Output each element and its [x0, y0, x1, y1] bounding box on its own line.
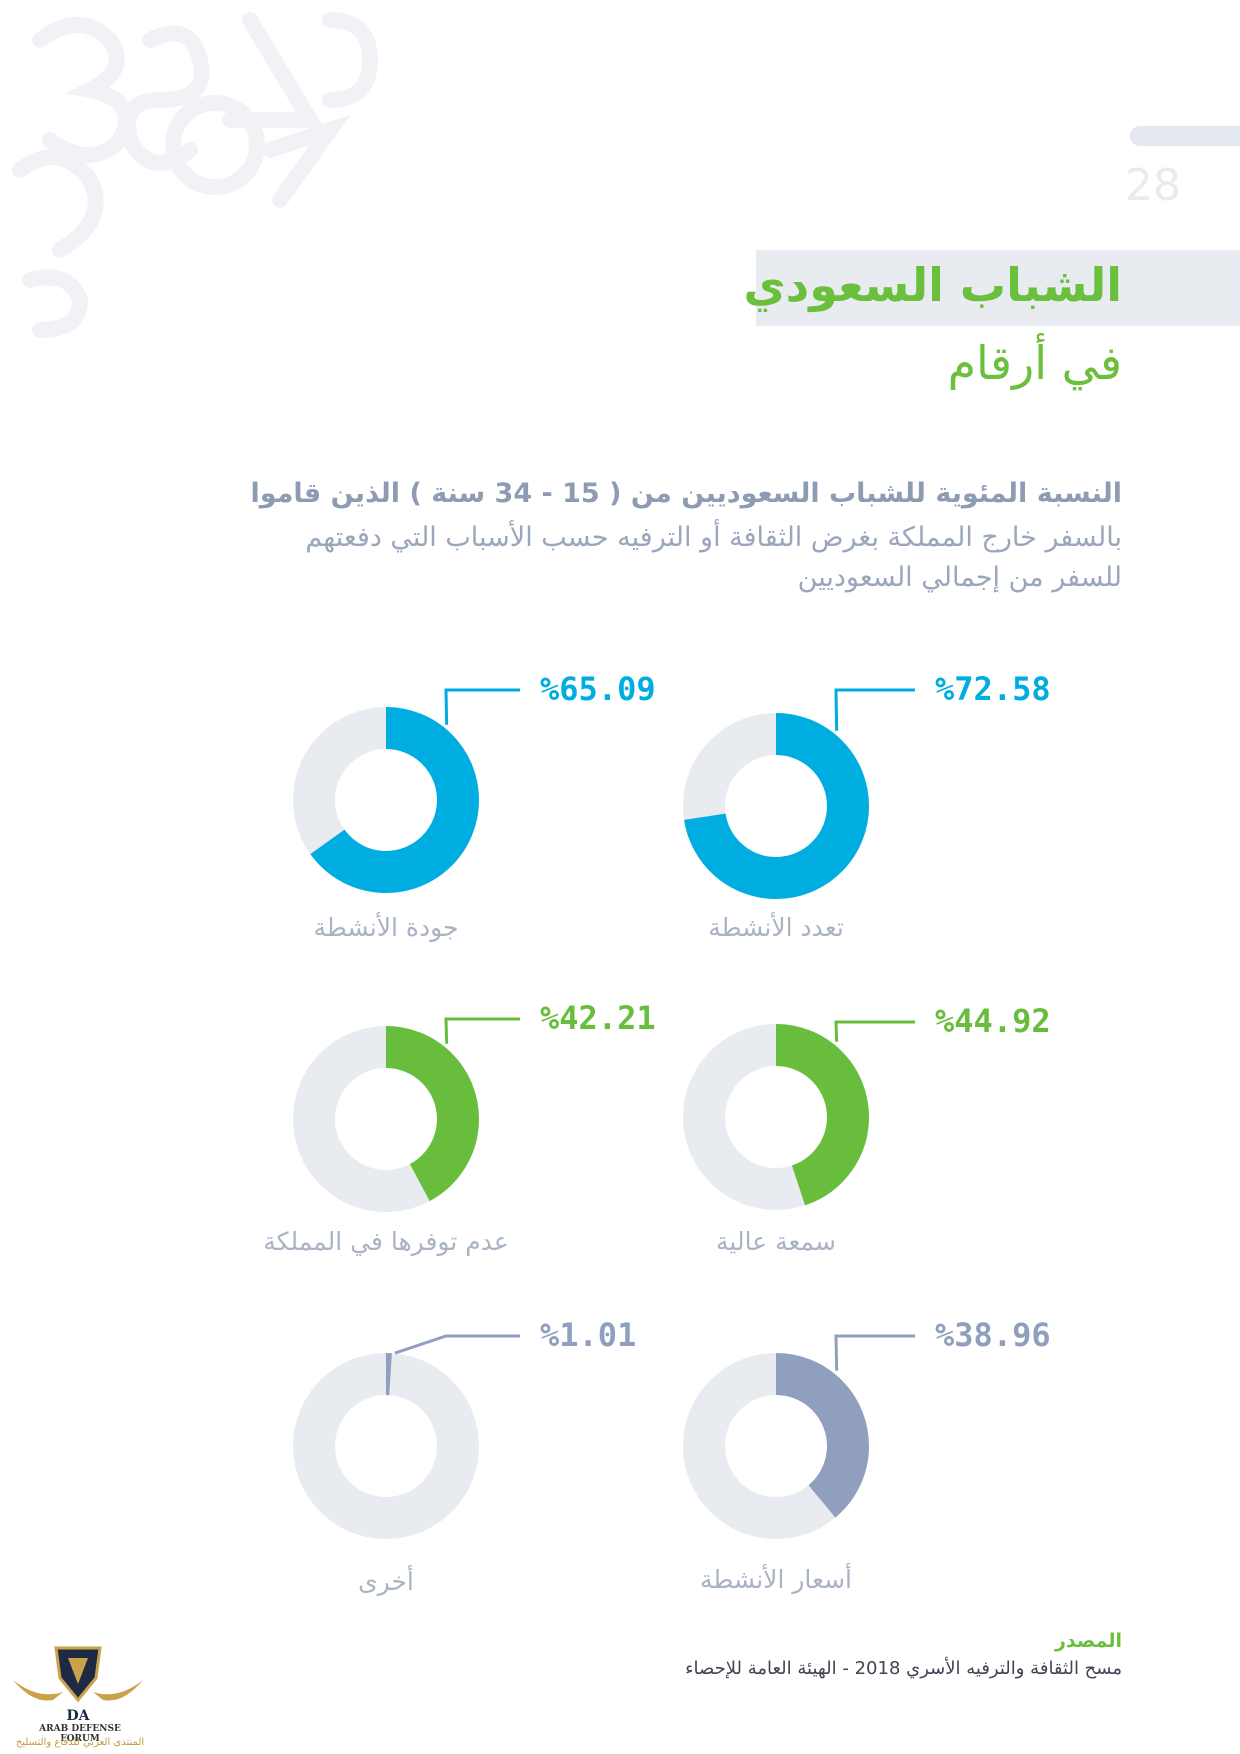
donut-slice: [293, 707, 479, 893]
page-number-bar: [1130, 126, 1240, 146]
chart-value-label: %72.58: [935, 670, 1051, 708]
value-leader-line: [444, 1017, 520, 1044]
donut-slice: [293, 1353, 479, 1539]
chart-category-label: عدم توفرها في المملكة: [263, 1227, 509, 1256]
donut-chart: %65.09 جودة الأنشطة: [293, 670, 656, 942]
description-line: بالسفر خارج المملكة بغرض الثقافة أو التر…: [305, 522, 1122, 553]
value-leader-line: [834, 1334, 915, 1371]
chart-category-label: أخرى: [358, 1564, 414, 1596]
value-leader-line: [834, 1020, 915, 1042]
source-label: المصدر: [1054, 1630, 1122, 1652]
donut-track: [293, 1353, 479, 1539]
donut-chart: %38.96 أسعار الأنشطة: [683, 1316, 1051, 1594]
chart-category-label: سمعة عالية: [716, 1227, 836, 1256]
arab-defense-forum-logo: DA: [13, 1646, 143, 1724]
page-subtitle: في أرقام: [947, 336, 1122, 390]
logo-monogram: DA: [66, 1708, 90, 1724]
chart-category-label: جودة الأنشطة: [314, 911, 459, 942]
chart-category-label: أسعار الأنشطة: [700, 1562, 852, 1594]
chart-value-label: %1.01: [540, 1316, 636, 1354]
chart-category-label: تعدد الأنشطة: [708, 911, 844, 942]
page-number: 28: [1125, 160, 1181, 211]
chart-value-label: %65.09: [540, 670, 656, 708]
source-text: مسح الثقافة والترفيه الأسري 2018 - الهيئ…: [685, 1658, 1122, 1679]
description-line: للسفر من إجمالي السعوديين: [797, 562, 1122, 593]
logo-name-arabic: المنتدى العربي للدفاع والتسليح: [15, 1737, 145, 1748]
donut-slice: [683, 1353, 869, 1539]
logo-name-english: ARAB DEFENSE FORUM: [39, 1724, 121, 1744]
donut-slice: [683, 713, 869, 899]
decorative-numbers-background: [12, 12, 379, 338]
donut-chart: %1.01 أخرى: [293, 1316, 636, 1596]
value-leader-line: [444, 688, 520, 725]
donut-slice: [293, 1026, 479, 1212]
title-background: [756, 250, 1240, 326]
donut-chart: %44.92 سمعة عالية: [683, 1002, 1051, 1256]
donut-slice: [683, 1024, 869, 1210]
value-leader-line: [394, 1334, 520, 1355]
donut-chart: %72.58 تعدد الأنشطة: [683, 670, 1051, 942]
donut-chart: %42.21 عدم توفرها في المملكة: [263, 999, 655, 1256]
chart-value-label: %44.92: [935, 1002, 1051, 1040]
description-heading: النسبة المئوية للشباب السعوديين من ( 15 …: [250, 478, 1122, 509]
page-title: الشباب السعودي: [743, 258, 1122, 312]
value-leader-line: [834, 688, 915, 731]
chart-value-label: %42.21: [540, 999, 656, 1037]
chart-value-label: %38.96: [935, 1316, 1051, 1354]
